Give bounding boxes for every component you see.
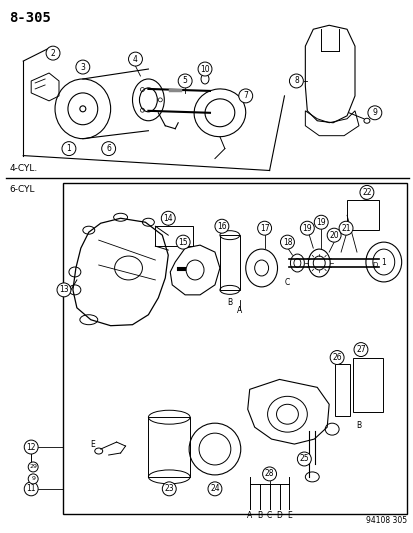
Circle shape (289, 74, 303, 88)
Text: 13: 13 (59, 285, 69, 294)
Text: 94108 305: 94108 305 (365, 515, 406, 524)
Text: D: D (371, 262, 377, 268)
Text: 14: 14 (163, 214, 173, 223)
Text: 20: 20 (328, 231, 338, 240)
Text: E: E (90, 440, 95, 449)
Text: 17: 17 (259, 224, 269, 233)
Circle shape (176, 235, 190, 249)
Text: 25: 25 (299, 455, 309, 464)
Circle shape (280, 235, 294, 249)
Bar (346, 200, 378, 230)
Text: 9: 9 (372, 108, 376, 117)
Bar (155, 226, 192, 246)
Text: 1: 1 (380, 257, 385, 266)
Text: 4-CYL.: 4-CYL. (9, 164, 38, 173)
Text: 19: 19 (316, 218, 325, 227)
Text: 6: 6 (106, 144, 111, 153)
Bar (63, 183, 406, 514)
Text: 6-CYL: 6-CYL (9, 185, 35, 195)
Text: 24: 24 (210, 484, 219, 494)
Text: 21: 21 (340, 224, 350, 233)
Text: 28: 28 (264, 470, 274, 479)
Circle shape (300, 221, 313, 235)
Text: B: B (227, 298, 232, 307)
Text: 16: 16 (216, 222, 226, 231)
Circle shape (297, 452, 311, 466)
Circle shape (262, 467, 276, 481)
Text: 11: 11 (26, 484, 36, 494)
Text: 7: 7 (243, 91, 247, 100)
Text: B: B (356, 421, 361, 430)
Bar (352, 358, 382, 412)
Circle shape (62, 142, 76, 156)
Circle shape (178, 74, 192, 88)
Text: 4: 4 (133, 54, 138, 63)
Text: 8: 8 (293, 76, 298, 85)
Circle shape (57, 283, 71, 297)
Text: 27: 27 (355, 345, 365, 354)
Circle shape (326, 228, 340, 242)
Circle shape (162, 482, 176, 496)
Circle shape (76, 60, 90, 74)
Text: 10: 10 (200, 64, 209, 74)
Circle shape (207, 482, 221, 496)
Circle shape (24, 440, 38, 454)
Circle shape (102, 142, 115, 156)
Text: 5: 5 (182, 76, 187, 85)
Circle shape (313, 215, 328, 229)
Circle shape (214, 219, 228, 233)
Circle shape (28, 462, 38, 472)
Text: 22: 22 (361, 188, 371, 197)
Circle shape (359, 185, 373, 199)
Text: C: C (266, 511, 271, 520)
Circle shape (24, 482, 38, 496)
Text: A: A (247, 511, 252, 520)
Circle shape (367, 106, 381, 120)
Circle shape (161, 211, 175, 225)
Circle shape (46, 46, 60, 60)
Text: 15: 15 (178, 238, 188, 247)
Text: 12: 12 (26, 442, 36, 451)
Circle shape (338, 221, 352, 235)
Text: B: B (256, 511, 261, 520)
Circle shape (238, 89, 252, 103)
Circle shape (353, 343, 367, 357)
Text: 1: 1 (66, 144, 71, 153)
Text: D: D (276, 511, 282, 520)
Text: 26: 26 (332, 353, 341, 362)
Text: A: A (237, 306, 242, 315)
Circle shape (128, 52, 142, 66)
Text: C: C (284, 278, 290, 287)
Circle shape (197, 62, 211, 76)
Text: 23: 23 (164, 484, 173, 494)
Circle shape (330, 351, 343, 365)
Text: 3: 3 (80, 62, 85, 71)
Circle shape (257, 221, 271, 235)
Bar (335, 365, 349, 416)
Text: 2: 2 (50, 49, 55, 58)
Text: 29: 29 (29, 464, 37, 470)
Bar (148, 417, 190, 477)
Text: 19: 19 (302, 224, 311, 233)
Text: 8-305: 8-305 (9, 11, 51, 26)
Text: E: E (286, 511, 291, 520)
Circle shape (28, 474, 38, 484)
Bar (219, 235, 239, 290)
Text: 18: 18 (282, 238, 292, 247)
Text: 9: 9 (31, 477, 35, 481)
